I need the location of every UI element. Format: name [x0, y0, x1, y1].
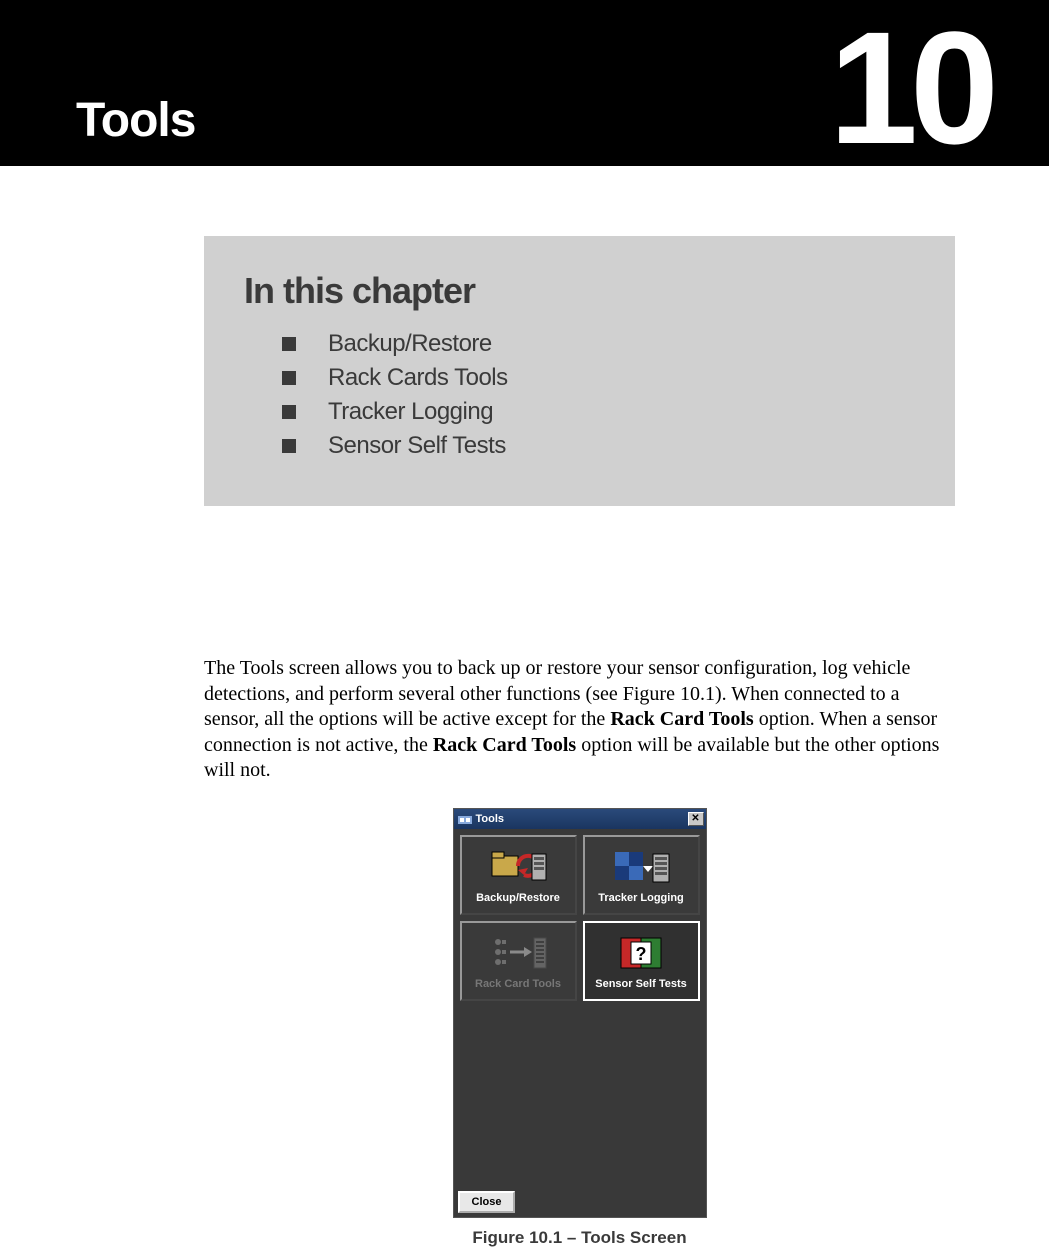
sensor-self-tests-icon: ?	[605, 932, 677, 974]
backup-restore-button[interactable]: Backup/Restore	[460, 835, 577, 915]
window-footer: Close	[454, 1187, 706, 1217]
window-close-button[interactable]: ✕	[688, 812, 704, 826]
window-title: Tools	[476, 813, 688, 825]
backup-restore-label: Backup/Restore	[476, 892, 560, 904]
tools-button-grid: Backup/Restore	[454, 829, 706, 1007]
body-paragraph: The Tools screen allows you to back up o…	[204, 656, 955, 784]
chapter-item: Sensor Self Tests	[282, 432, 915, 460]
window-empty-area	[454, 1007, 706, 1187]
close-button[interactable]: Close	[458, 1191, 516, 1213]
chapter-item: Backup/Restore	[282, 330, 915, 358]
chapter-item: Tracker Logging	[282, 398, 915, 426]
tracker-logging-icon	[605, 846, 677, 888]
body-bold: Rack Card Tools	[610, 708, 753, 730]
tracker-logging-label: Tracker Logging	[598, 892, 684, 904]
chapter-items-list: Backup/Restore Rack Cards Tools Tracker …	[244, 330, 915, 460]
window-titlebar: Tools ✕	[454, 809, 706, 829]
chapter-number: 10	[829, 8, 991, 168]
figure-caption: Figure 10.1 – Tools Screen	[204, 1228, 955, 1248]
in-this-chapter-box: In this chapter Backup/Restore Rack Card…	[204, 236, 955, 506]
chapter-item: Rack Cards Tools	[282, 364, 915, 392]
in-this-chapter-heading: In this chapter	[244, 270, 915, 312]
rack-card-tools-button[interactable]: Rack Card Tools	[460, 921, 577, 1001]
sensor-self-tests-button[interactable]: ? Sensor Self Tests	[583, 921, 700, 1001]
figure: Tools ✕	[204, 808, 955, 1248]
rack-card-tools-icon	[482, 932, 554, 974]
sensor-self-tests-label: Sensor Self Tests	[595, 978, 687, 990]
window-icon	[458, 813, 472, 825]
tracker-logging-button[interactable]: Tracker Logging	[583, 835, 700, 915]
content-area: In this chapter Backup/Restore Rack Card…	[0, 166, 1049, 1248]
chapter-title: Tools	[76, 93, 195, 148]
close-icon: ✕	[691, 813, 699, 824]
svg-text:?: ?	[636, 944, 647, 964]
rack-card-tools-label: Rack Card Tools	[475, 978, 561, 990]
backup-restore-icon	[482, 846, 554, 888]
body-bold: Rack Card Tools	[433, 734, 576, 756]
chapter-header: Tools 10	[0, 0, 1049, 166]
tools-window: Tools ✕	[453, 808, 707, 1218]
